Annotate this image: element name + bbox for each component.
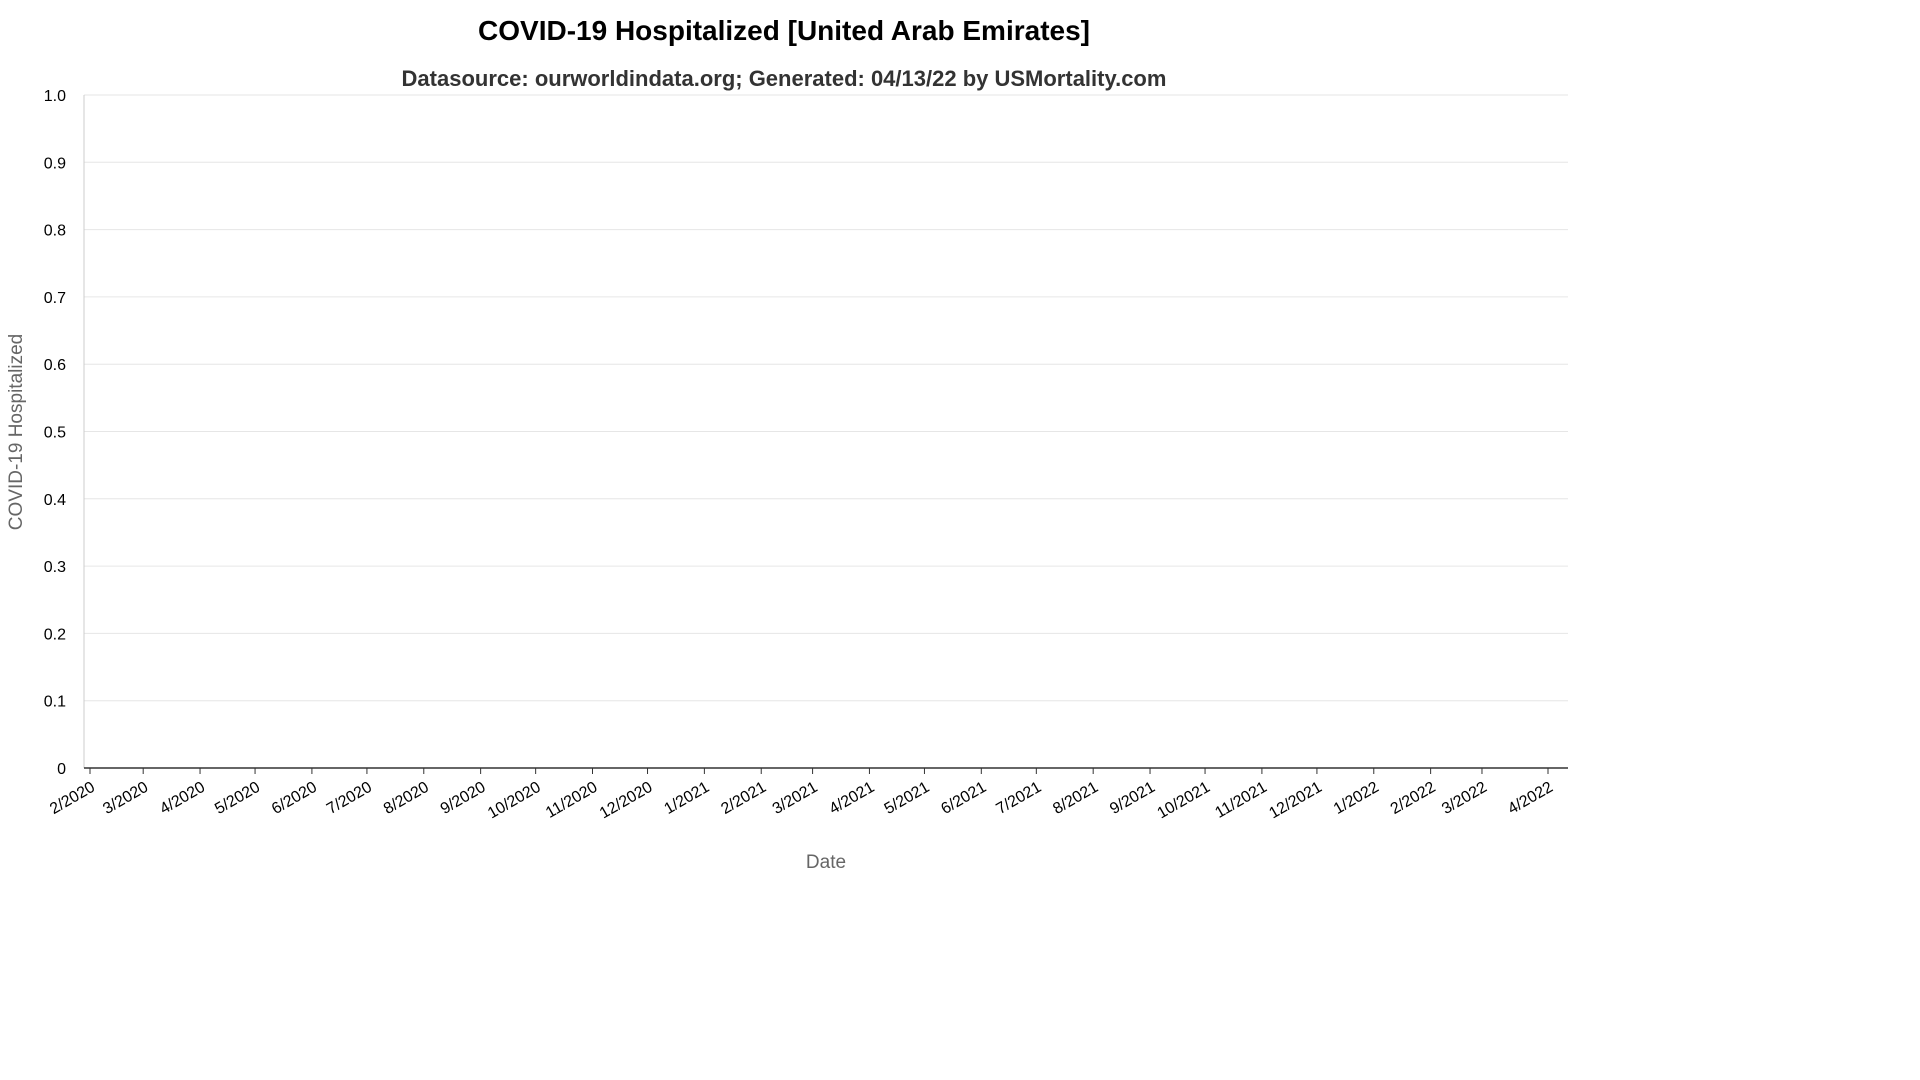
chart-title: COVID-19 Hospitalized [United Arab Emira… — [478, 15, 1090, 46]
x-tick-label: 3/2020 — [100, 779, 151, 818]
x-axis-ticks: 2/2020 3/2020 4/2020 5/2020 6/2020 7/2020 8/20… — [47, 768, 1556, 822]
x-tick-label: 9/2021 — [1107, 779, 1158, 818]
y-tick-label: 0.8 — [44, 223, 66, 240]
x-tick-label: 7/2021 — [993, 779, 1044, 818]
x-tick-label: 11/2021 — [1212, 779, 1270, 822]
x-tick-label: 4/2020 — [157, 779, 208, 818]
y-tick-label: 1.0 — [44, 88, 66, 105]
x-tick-label: 5/2021 — [882, 779, 933, 818]
x-tick-label: 2/2022 — [1388, 779, 1439, 818]
x-tick-label: 12/2021 — [1266, 779, 1325, 823]
x-tick-label: 12/2020 — [597, 779, 656, 823]
y-tick-label: 0.5 — [44, 425, 66, 442]
x-tick-label: 4/2021 — [827, 779, 878, 818]
x-tick-label: 3/2021 — [770, 779, 821, 818]
x-tick-label: 6/2020 — [269, 779, 320, 818]
y-tick-label: 0.4 — [44, 492, 66, 509]
y-tick-label: 0.9 — [44, 155, 66, 172]
x-tick-label: 1/2021 — [661, 779, 712, 818]
x-tick-label: 2/2020 — [47, 779, 98, 818]
y-tick-label: 0.2 — [44, 626, 66, 643]
x-tick-label: 8/2020 — [381, 779, 432, 818]
y-tick-label: 0.6 — [44, 357, 66, 374]
x-tick-label: 4/2022 — [1505, 779, 1556, 818]
x-tick-label: 1/2022 — [1331, 779, 1382, 818]
x-tick-label: 7/2020 — [324, 779, 375, 818]
x-axis-title: Date — [806, 852, 846, 873]
chart: COVID-19 Hospitalized [United Arab Emira… — [6, 15, 1568, 873]
x-tick-label: 10/2020 — [485, 779, 544, 823]
x-tick-label: 11/2020 — [543, 779, 601, 822]
y-axis-ticks: 0 0.1 0.2 0.3 0.4 0.5 0.6 0.7 0.8 0.9 1.0 — [44, 88, 66, 778]
x-tick-label: 10/2021 — [1154, 779, 1213, 823]
y-tick-label: 0.3 — [44, 559, 66, 576]
y-tick-label: 0 — [57, 761, 66, 778]
x-tick-label: 5/2020 — [212, 779, 263, 818]
x-tick-label: 9/2020 — [438, 779, 489, 818]
y-axis-title: COVID-19 Hospitalized — [6, 334, 27, 530]
y-tick-label: 0.1 — [44, 694, 66, 711]
x-tick-label: 8/2021 — [1050, 779, 1101, 818]
chart-subtitle: Datasource: ourworldindata.org; Generate… — [402, 66, 1167, 91]
y-tick-label: 0.7 — [44, 290, 66, 307]
x-tick-label: 6/2021 — [938, 779, 989, 818]
grid-lines — [84, 94, 1568, 702]
x-tick-label: 2/2021 — [718, 779, 769, 818]
x-tick-label: 3/2022 — [1439, 779, 1490, 818]
